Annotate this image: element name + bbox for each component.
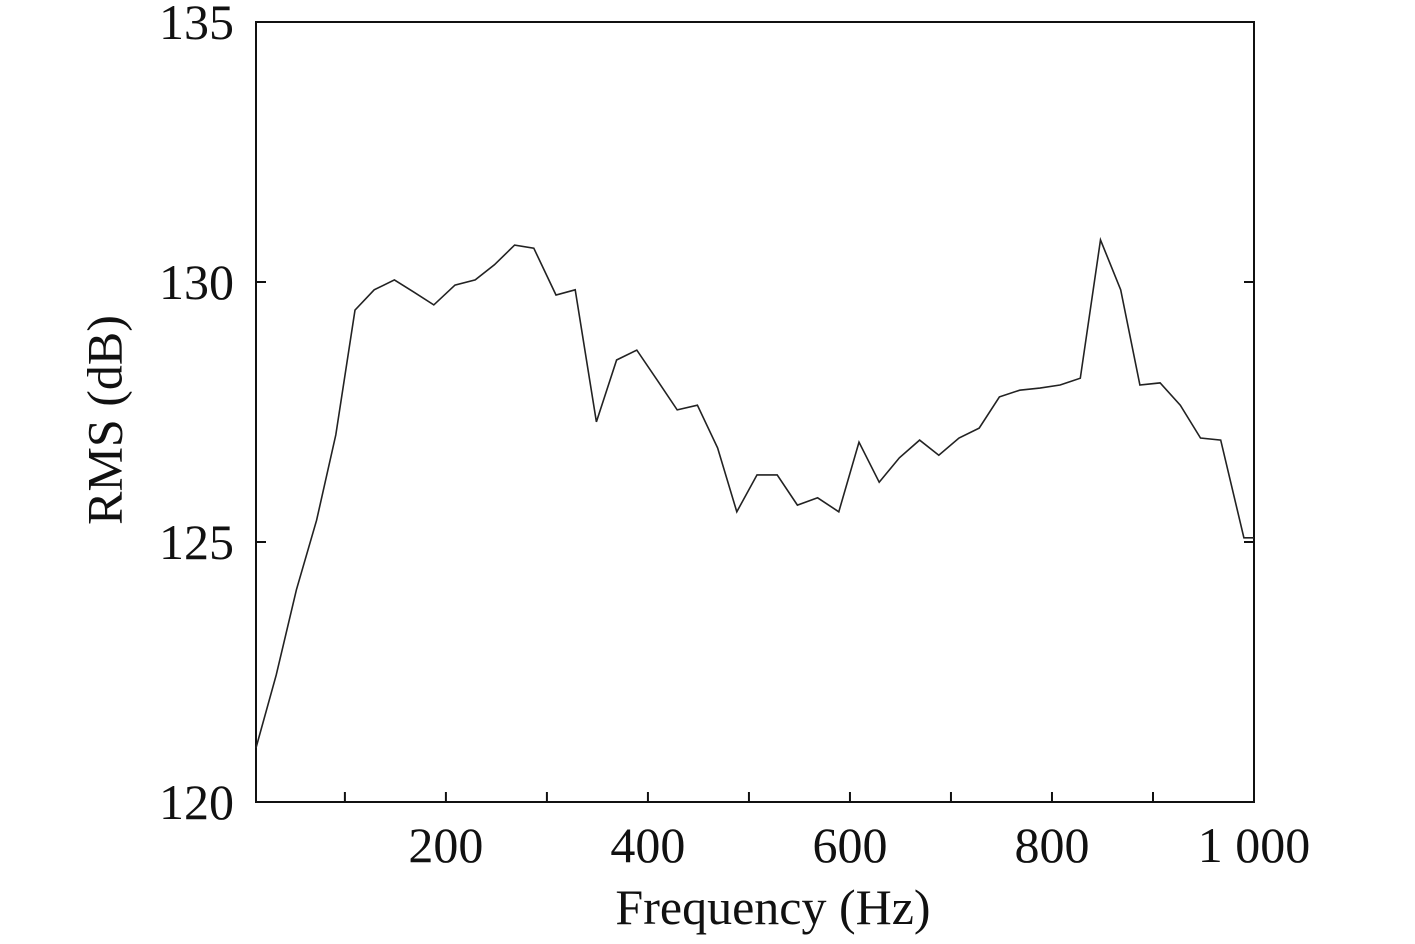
y-tick-label: 130 [159,254,234,310]
plot-frame [255,21,1255,803]
y-tick-label: 120 [159,774,234,830]
x-tick-label: 400 [610,817,685,873]
x-tick-label: 600 [812,817,887,873]
y-tick-label: 135 [159,0,234,50]
x-tick-label: 1 000 [1198,817,1311,873]
y-tick-label: 125 [159,514,234,570]
data-line [255,236,1254,749]
y-axis-label: RMS (dB) [76,315,132,525]
x-axis-label: Frequency (Hz) [615,879,930,935]
x-tick-label: 200 [408,817,483,873]
x-tick-label: 800 [1014,817,1089,873]
